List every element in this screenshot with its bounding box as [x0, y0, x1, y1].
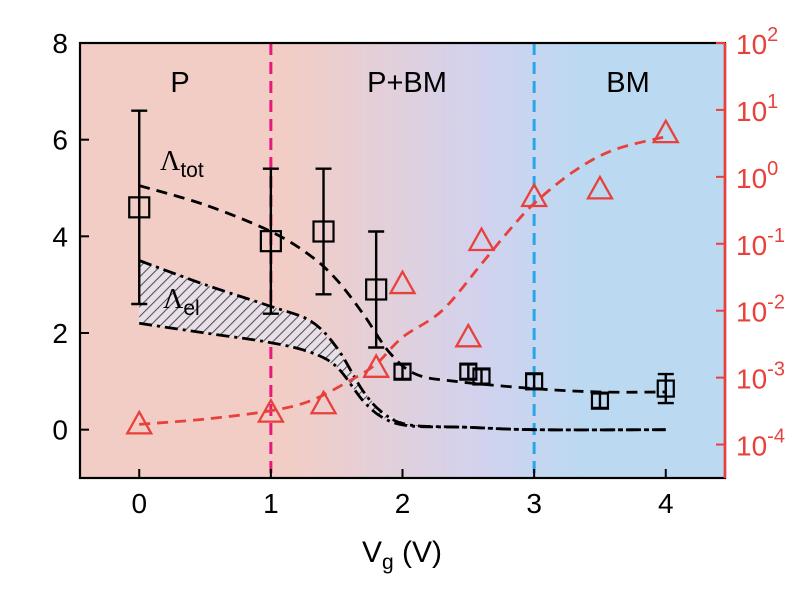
data-point-triangle-4	[388, 269, 417, 295]
x-tick-label: 0	[131, 488, 147, 519]
data-point-square-2	[312, 220, 335, 243]
data-point-square-1	[259, 230, 282, 253]
data-point-square-9	[656, 379, 675, 398]
fit-curves	[138, 135, 667, 432]
lambda-el-annotation: Λel	[163, 284, 200, 320]
region-label-p: P	[170, 67, 189, 99]
data-point-square-0	[128, 196, 151, 219]
fit-curve-4	[138, 321, 666, 432]
y-right-tick-label: 10-1	[736, 225, 785, 261]
y-right-tick-label: 10-3	[736, 359, 785, 395]
y-right-tick-label: 100	[736, 158, 778, 194]
data-point-triangle-3	[362, 353, 391, 378]
data-point-triangle-1	[256, 397, 285, 423]
data-point-triangle-5	[454, 322, 483, 348]
data-point-triangle-6	[467, 226, 496, 252]
y-right-tick-label: 10-4	[736, 426, 785, 462]
lambda-tot-annotation: Λtot	[160, 146, 204, 182]
y-right-tick-label: 10-2	[736, 292, 785, 328]
fit-curve-5	[139, 135, 667, 426]
plot-background	[80, 43, 725, 478]
data-markers	[125, 109, 680, 435]
data-point-square-8	[590, 391, 610, 410]
y-left-tick-label: 8	[52, 28, 68, 59]
x-tick-label: 1	[263, 488, 279, 519]
x-tick-label: 3	[526, 488, 542, 519]
data-point-triangle-8	[585, 174, 614, 200]
y-right-tick-label: 102	[736, 24, 778, 60]
data-point-square-3	[365, 278, 388, 301]
y-right-tick-label: 101	[736, 91, 778, 127]
x-tick-label: 4	[658, 488, 674, 519]
data-point-triangle-9	[651, 118, 680, 144]
data-point-square-5	[459, 362, 478, 381]
x-tick-label: 2	[395, 488, 411, 519]
data-point-triangle-2	[309, 389, 338, 415]
data-point-triangle-7	[520, 182, 549, 208]
data-point-triangle-0	[125, 409, 154, 435]
axes: 0 1 2 3 4 0 2 4 6 8 10-4 10-3 10-2 10-1 100 101 102	[52, 24, 785, 519]
data-point-square-4	[393, 362, 412, 381]
fit-curve-2	[138, 184, 666, 394]
data-point-square-6	[472, 367, 491, 386]
region-label-bm: BM	[606, 67, 650, 99]
data-point-square-7	[525, 372, 544, 391]
y-left-tick-label: 0	[52, 415, 68, 446]
x-axis-title: Vg (V)	[362, 536, 442, 574]
y-left-tick-label: 6	[52, 125, 68, 156]
y-left-tick-label: 4	[52, 221, 68, 252]
region-label-p-bm: P+BM	[367, 67, 447, 99]
y-left-tick-label: 2	[52, 318, 68, 349]
